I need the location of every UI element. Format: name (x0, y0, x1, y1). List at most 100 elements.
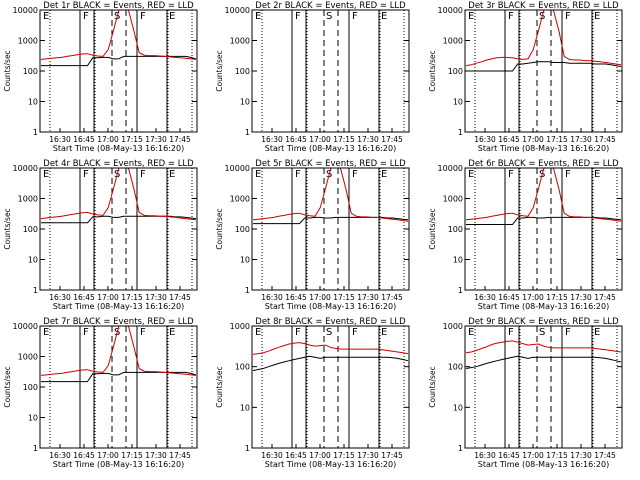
x-tick-label: 16:30 (261, 293, 283, 302)
y-tick-label: 100 (448, 225, 463, 234)
y-tick-label: 1 (33, 128, 38, 137)
y-tick-label: 1 (33, 286, 38, 295)
x-tick-label: 17:30 (570, 451, 592, 460)
chart-title: Det 9r BLACK = Events, RED = LLD (468, 317, 619, 327)
x-tick-label: 17:15 (546, 293, 568, 302)
state-marker: E (381, 169, 387, 180)
y-tick-label: 1000 (443, 37, 463, 46)
lld-series-line (40, 10, 197, 60)
y-tick-label: 1 (245, 444, 250, 453)
y-tick-label: 10000 (438, 164, 463, 173)
x-tick-label: 16:45 (285, 451, 307, 460)
y-tick-label: 1 (245, 286, 250, 295)
x-tick-label: 17:15 (333, 293, 355, 302)
chart-title: Det 8r BLACK = Events, RED = LLD (255, 317, 406, 327)
y-tick-label: 1 (458, 444, 463, 453)
state-marker: E (594, 327, 600, 338)
x-tick-label: 17:15 (121, 451, 143, 460)
x-tick-label: 17:45 (169, 451, 191, 460)
y-axis-label: Counts/sec (3, 366, 12, 407)
x-axis-label: Start Time (08-May-13 16:16:20) (478, 144, 609, 153)
x-tick-label: 17:15 (546, 135, 568, 144)
state-marker: F (352, 169, 358, 180)
x-tick-label: 17:30 (145, 293, 167, 302)
x-tick-label: 17:45 (594, 135, 616, 144)
state-marker: S (326, 11, 332, 22)
x-tick-label: 17:00 (309, 293, 331, 302)
chart-title: Det 2r BLACK = Events, RED = LLD (255, 1, 406, 11)
x-tick-label: 16:45 (285, 293, 307, 302)
x-axis-label: Start Time (08-May-13 16:16:20) (478, 460, 609, 469)
y-tick-label: 10 (453, 98, 463, 107)
y-tick-label: 10 (28, 414, 38, 423)
plot-frame (251, 9, 410, 133)
x-tick-label: 17:30 (357, 135, 379, 144)
chart-title: Det 6r BLACK = Events, RED = LLD (468, 159, 619, 169)
y-tick-label: 100 (235, 363, 250, 372)
y-tick-label: 1000 (18, 37, 38, 46)
x-tick-label: 17:45 (594, 451, 616, 460)
y-tick-label: 1000 (443, 195, 463, 204)
state-marker: E (255, 169, 261, 180)
y-tick-label: 10 (240, 98, 250, 107)
x-tick-label: 16:45 (498, 451, 520, 460)
x-tick-label: 17:15 (121, 293, 143, 302)
state-marker: F (565, 11, 571, 22)
y-tick-label: 1000 (18, 195, 38, 204)
state-marker: F (508, 11, 514, 22)
plot-frame (464, 325, 623, 449)
y-axis-label: Counts/sec (428, 208, 437, 249)
state-marker: E (169, 327, 175, 338)
y-axis-label: Counts/sec (215, 208, 224, 249)
x-tick-label: 17:45 (381, 135, 403, 144)
lld-series-line (40, 326, 197, 376)
y-tick-label: 10000 (225, 164, 250, 173)
state-marker: E (594, 11, 600, 22)
lld-series-line (465, 340, 622, 354)
y-tick-label: 100 (448, 67, 463, 76)
y-tick-label: 10 (28, 98, 38, 107)
y-tick-label: 100 (448, 363, 463, 372)
x-tick-label: 17:15 (546, 451, 568, 460)
x-tick-label: 17:00 (97, 293, 119, 302)
state-marker: E (381, 11, 387, 22)
state-marker: F (295, 169, 301, 180)
x-tick-label: 17:00 (522, 451, 544, 460)
y-tick-label: 1000 (230, 195, 250, 204)
x-tick-label: 17:45 (381, 293, 403, 302)
y-tick-label: 100 (23, 383, 38, 392)
x-tick-label: 16:30 (49, 293, 71, 302)
x-tick-label: 17:30 (570, 293, 592, 302)
x-tick-label: 17:15 (121, 135, 143, 144)
y-tick-label: 10 (453, 403, 463, 412)
x-tick-label: 16:30 (49, 135, 71, 144)
y-tick-label: 1000 (18, 353, 38, 362)
state-marker: E (255, 11, 261, 22)
events-series-line (465, 355, 622, 369)
state-marker: F (295, 327, 301, 338)
events-series-line (41, 371, 197, 383)
y-tick-label: 10 (240, 403, 250, 412)
x-tick-label: 16:30 (474, 451, 496, 460)
plot-frame (39, 325, 198, 449)
state-marker: S (326, 327, 332, 338)
state-marker: E (468, 327, 474, 338)
lld-series-line (465, 168, 622, 222)
y-tick-label: 10000 (438, 6, 463, 15)
x-tick-label: 16:45 (73, 451, 95, 460)
y-tick-label: 10000 (13, 322, 38, 331)
state-marker: E (468, 11, 474, 22)
x-axis-label: Start Time (08-May-13 16:16:20) (265, 302, 396, 311)
x-axis-label: Start Time (08-May-13 16:16:20) (53, 302, 184, 311)
state-marker: F (83, 169, 89, 180)
x-tick-label: 16:30 (261, 451, 283, 460)
state-marker: E (169, 169, 175, 180)
events-series-line (252, 355, 409, 372)
x-tick-label: 17:00 (522, 293, 544, 302)
state-marker: F (352, 327, 358, 338)
y-tick-label: 100 (23, 67, 38, 76)
